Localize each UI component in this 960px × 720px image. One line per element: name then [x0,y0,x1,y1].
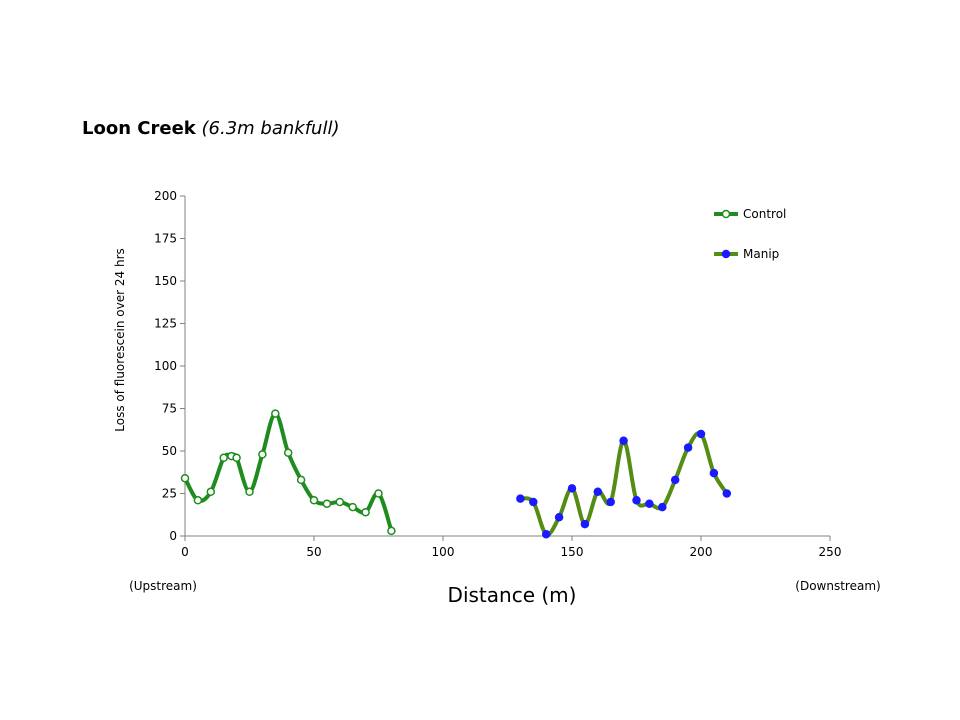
legend-swatch-marker [721,249,731,259]
data-point-control [296,475,306,485]
data-point-control [219,453,228,463]
legend-item-manip: Manip [714,247,779,261]
series-control [180,409,396,536]
x-axis-title: Distance (m) [448,583,577,607]
y-axis-title: Loss of fluorescein over 24 hrs [113,248,127,432]
x-tick-label: 150 [561,545,584,559]
y-tick-label: 75 [162,402,177,416]
data-point-control [309,496,319,505]
data-point-manip [696,429,706,439]
data-point-manip [580,519,590,529]
data-point-manip [645,499,654,508]
chart-title-main: Loon Creek [82,118,196,139]
data-point-control [206,487,216,497]
chart-axes [184,196,830,537]
data-point-manip [722,489,732,498]
data-point-manip [554,513,564,522]
chart-title-subtitle: (6.3m bankfull) [201,118,340,139]
data-point-control [387,526,396,536]
series-line-manip [518,431,729,537]
data-point-control [374,489,383,498]
y-tick-label: 125 [154,317,177,331]
data-point-control [283,448,293,457]
x-tick-label: 100 [432,545,455,559]
data-point-control [348,502,357,512]
data-point-control [245,487,254,497]
data-point-manip [619,436,628,446]
upstream-annotation: (Upstream) [129,579,197,593]
y-tick-label: 50 [162,444,177,458]
data-point-manip [593,487,603,497]
data-point-manip [683,443,693,452]
data-point-control [232,453,241,463]
data-point-manip [632,496,641,505]
y-tick-label: 175 [154,232,177,246]
data-point-control [335,497,345,507]
data-point-control [271,409,280,418]
x-tick-label: 50 [306,545,321,559]
series-manip [516,429,732,539]
data-point-manip [516,494,525,503]
series-line-control [183,411,394,533]
y-tick-label: 0 [169,529,177,543]
data-point-manip [529,497,538,507]
data-point-control [361,507,370,517]
data-point-control [180,473,190,483]
data-point-manip [606,497,615,507]
data-point-manip [709,468,719,478]
legend-swatch-marker [721,209,731,219]
data-point-manip [658,502,667,512]
data-point-control [322,499,332,508]
chart-title: Loon Creek (6.3m bankfull) [82,118,339,139]
y-tick-label: 200 [154,189,177,203]
x-tick-label: 250 [819,545,842,559]
data-point-manip [541,530,551,539]
data-point-control [258,450,267,459]
y-tick-label: 25 [162,487,177,501]
downstream-annotation: (Downstream) [795,579,880,593]
series-layer [180,409,732,539]
legend-label: Manip [743,247,779,261]
axis-ticks: 0 25 50 75 100 125 150 175 200 0 50 100 150 200 250 [154,189,841,559]
x-tick-label: 200 [690,545,713,559]
data-point-manip [567,484,577,493]
x-tick-label: 0 [181,545,189,559]
data-point-control [193,496,203,505]
chart-legend: Control Manip [714,207,786,261]
y-tick-label: 150 [154,274,177,288]
legend-label: Control [743,207,786,221]
data-point-manip [670,475,680,485]
legend-item-control: Control [714,207,786,221]
y-tick-label: 100 [154,359,177,373]
